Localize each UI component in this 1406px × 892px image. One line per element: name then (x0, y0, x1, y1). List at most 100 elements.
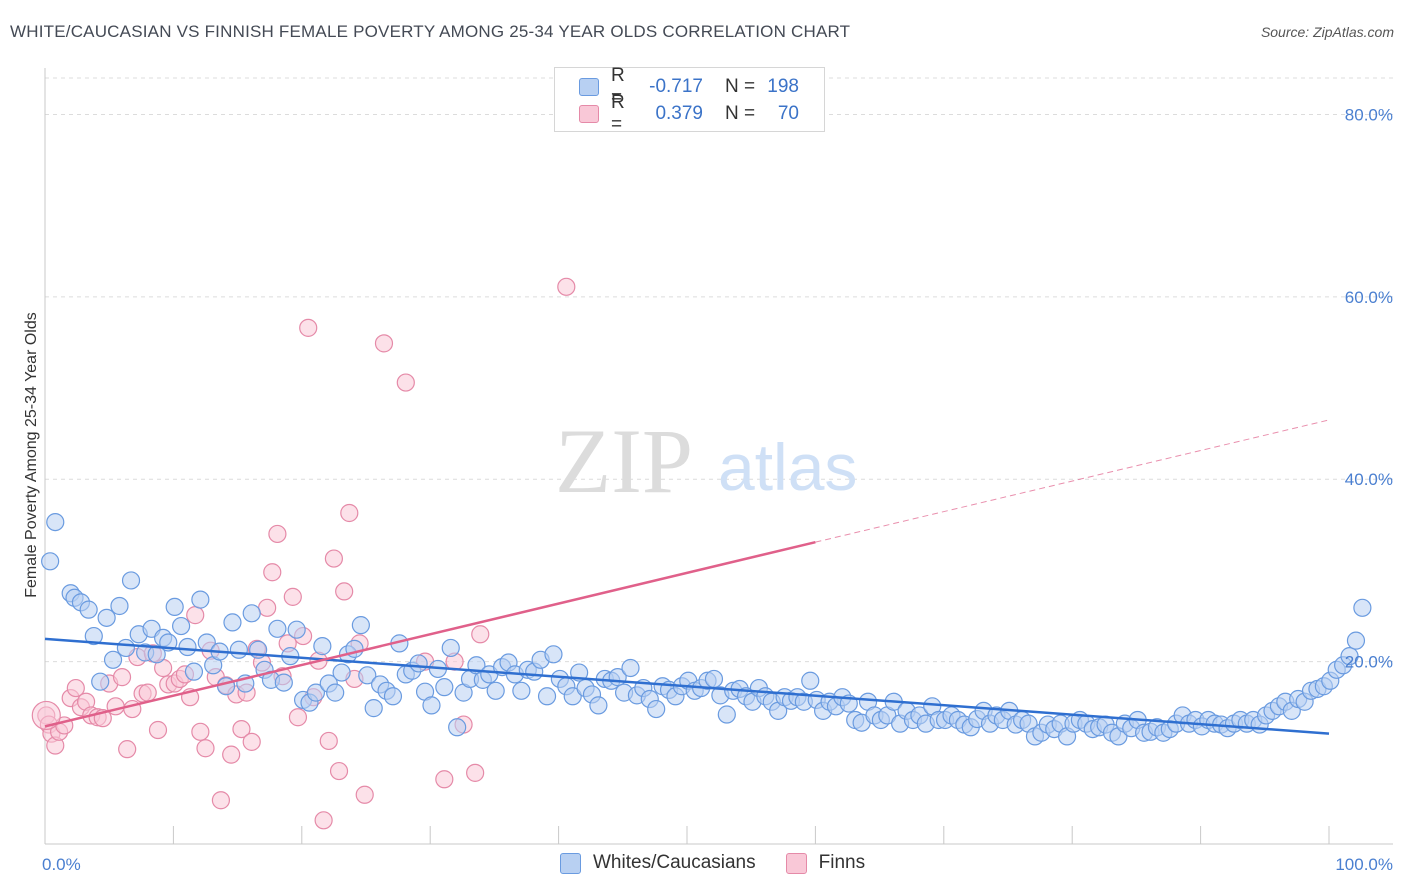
legend-row-finns: R = 0.379 N = 70 (579, 92, 799, 135)
finns-point (31, 700, 61, 731)
finns-point (263, 563, 282, 582)
whites-point (229, 640, 248, 659)
watermark-zip: ZIP (555, 410, 693, 512)
finns-point (258, 598, 277, 617)
whites-point (801, 671, 820, 690)
finns-point (268, 524, 287, 544)
finns-point (355, 785, 374, 804)
legend-row-whites: R = -0.717 N = 198 (579, 65, 799, 108)
finns-point (186, 606, 205, 625)
whites-point (172, 616, 191, 636)
whites-point (46, 512, 65, 532)
whites-point (647, 699, 666, 719)
whites-point (364, 699, 383, 718)
finns-point (66, 678, 85, 698)
finns-point (396, 373, 415, 392)
whites-point (242, 604, 261, 623)
whites-point (441, 638, 460, 658)
finns-point (319, 731, 338, 751)
whites-point (274, 673, 293, 692)
whites-point (41, 552, 60, 571)
finns-point (299, 318, 318, 337)
y-tick-label: 20.0% (1345, 653, 1393, 672)
whites-point (91, 672, 110, 691)
finns-point (106, 697, 125, 716)
whites-point (184, 662, 204, 681)
finns-point (118, 740, 137, 759)
chart-title: WHITE/CAUCASIAN VS FINNISH FEMALE POVERT… (10, 22, 851, 41)
bottom-legend-finns: Finns (785, 852, 866, 874)
whites-point (1340, 647, 1359, 666)
finns-point (138, 683, 157, 702)
y-tick-label: 60.0% (1345, 288, 1393, 307)
whites-point (563, 687, 582, 706)
finns-point (191, 722, 210, 741)
finns-point (211, 791, 231, 810)
y-tick-label: 40.0% (1345, 470, 1393, 489)
whites-point (326, 683, 345, 702)
finns-point (314, 811, 333, 830)
whites-point (332, 663, 351, 682)
grid-lines (45, 77, 1393, 663)
whites-point (704, 669, 724, 689)
bottom-legend-swatch-whites (560, 852, 581, 874)
finns-point (329, 761, 349, 781)
finns-point (471, 625, 490, 644)
whites-point (79, 600, 98, 619)
y-axis-title: Female Poverty Among 25-34 Year Olds (23, 312, 40, 598)
whites-point (178, 637, 197, 657)
whites-point (313, 637, 332, 656)
whites-point (621, 658, 640, 678)
legend-r-value: 0.379 (655, 103, 703, 124)
finns-point (288, 708, 308, 727)
finns-point (340, 503, 359, 523)
whites-point (383, 687, 403, 706)
finns-point (557, 277, 576, 296)
whites-point (165, 597, 184, 617)
whites-point (97, 608, 116, 627)
whites-point (116, 638, 135, 658)
whites-point (223, 613, 242, 632)
whites-point (110, 596, 129, 616)
legend-swatch-whites (579, 78, 599, 96)
legend-r-value: -0.717 (649, 76, 703, 97)
bottom-legend-label-finns: Finns (818, 852, 866, 873)
whites-point (1353, 598, 1372, 617)
whites-point (84, 626, 103, 646)
legend-n-label: N = (725, 76, 756, 97)
legend-n-label: N = (725, 103, 756, 124)
bottom-legend-swatch-finns (785, 852, 807, 874)
finns-point (242, 732, 261, 751)
finns-point (196, 739, 215, 758)
whites-point (435, 678, 454, 697)
whites-point (1346, 631, 1366, 650)
finns-point (112, 668, 132, 687)
finns-point (222, 745, 241, 764)
whites-point (422, 696, 441, 715)
whites-point (268, 619, 287, 638)
finns-point (335, 582, 354, 601)
whites-point (121, 571, 141, 590)
series-whites-points (41, 512, 1372, 746)
legend-r-label: R = (611, 65, 625, 108)
whites-point (537, 687, 557, 706)
whites-point (589, 696, 608, 715)
tick-labels: 20.0% 40.0% 60.0% 80.0% 0.0% 100.0% (42, 105, 1393, 874)
bottom-legend-label-whites: Whites/Caucasians (593, 852, 756, 873)
bottom-legend: Whites/Caucasians Finns (560, 852, 895, 874)
y-tick-label: 80.0% (1345, 105, 1393, 124)
whites-point (409, 654, 428, 673)
source-credit: Source: ZipAtlas.com (1260, 24, 1394, 40)
whites-point (216, 677, 236, 696)
legend-r-label: R = (611, 92, 625, 135)
finns-trend-line (44, 540, 816, 728)
bottom-legend-whites: Whites/Caucasians (560, 852, 756, 874)
finns-point (466, 763, 485, 782)
finns-point (435, 770, 454, 789)
x-tick-label: 100.0% (1335, 855, 1393, 874)
whites-point (287, 620, 306, 639)
legend: R = -0.717 N = 198 R = 0.379 N = 70 (554, 65, 825, 135)
finns-point (324, 549, 343, 568)
finns-point (148, 720, 168, 740)
